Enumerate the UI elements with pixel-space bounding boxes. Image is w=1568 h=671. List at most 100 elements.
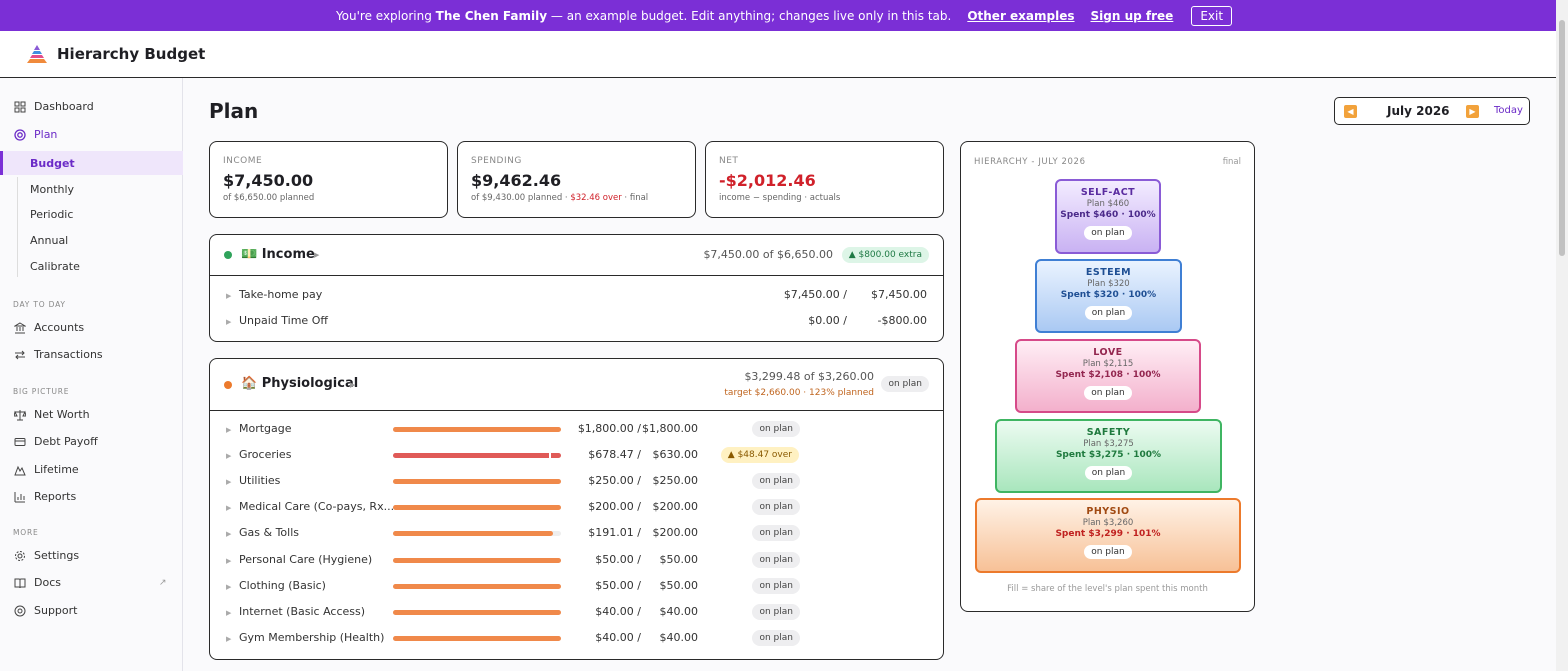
level-spent: Spent $3,275 · 100% bbox=[1055, 450, 1162, 460]
sidebar-item-transactions[interactable]: Transactions bbox=[13, 348, 103, 361]
progress-bar bbox=[393, 609, 561, 615]
row-expand-icon[interactable]: ▶ bbox=[226, 530, 232, 539]
other-examples-link[interactable]: Other examples bbox=[967, 8, 1075, 23]
spending-summary-sub: of $9,430.00 planned · $32.46 over · fin… bbox=[471, 193, 649, 203]
bar-chart-icon bbox=[13, 490, 26, 503]
row-status-badge: on plan bbox=[752, 473, 800, 490]
sidebar-item-plan[interactable]: Plan bbox=[13, 128, 57, 141]
hierarchy-level[interactable]: ESTEEM Plan $320 Spent $320 · 100% on plan bbox=[1035, 259, 1182, 333]
row-plan[interactable]: -$800.00 bbox=[877, 314, 927, 327]
net-summary-sub: income − spending · actuals bbox=[719, 193, 841, 203]
sidebar-item-support[interactable]: Support bbox=[13, 604, 77, 617]
expand-arrow-icon[interactable]: ▶ bbox=[350, 381, 356, 389]
row-plan[interactable]: $7,450.00 bbox=[871, 288, 927, 301]
hierarchy-level[interactable]: SAFETY Plan $3,275 Spent $3,275 · 100% on p… bbox=[995, 419, 1222, 493]
hierarchy-level[interactable]: SELF-ACT Plan $460 Spent $460 · 100% on pla… bbox=[1055, 179, 1161, 254]
exit-button[interactable]: Exit bbox=[1191, 5, 1233, 26]
row-expand-icon[interactable]: ▶ bbox=[226, 582, 232, 591]
level-plan: Plan $2,115 bbox=[1082, 359, 1134, 369]
income-group-header[interactable]: 💵 Income ▶ $7,450.00 of $6,650.00 ▲ $800… bbox=[210, 235, 943, 276]
external-link-icon[interactable]: ↗ bbox=[159, 578, 167, 588]
row-actual[interactable]: $50.00 / bbox=[595, 578, 641, 592]
sidebar-item-net-worth[interactable]: Net Worth bbox=[13, 408, 90, 421]
scrollbar-thumb[interactable] bbox=[1559, 20, 1565, 256]
row-plan[interactable]: $50.00 bbox=[659, 552, 699, 566]
row-actual[interactable]: $1,800.00 / bbox=[577, 422, 641, 435]
row-actual[interactable]: $40.00 / bbox=[595, 604, 641, 618]
row-actual[interactable]: $250.00 / bbox=[588, 474, 641, 488]
row-plan[interactable]: $200.00 bbox=[652, 500, 699, 514]
row-actual[interactable]: $7,450.00 / bbox=[783, 288, 847, 301]
sidebar-sub-annual[interactable]: Annual bbox=[30, 234, 69, 247]
pyramid-logo-icon bbox=[27, 45, 47, 63]
sidebar-item-reports[interactable]: Reports bbox=[13, 490, 76, 503]
row-expand-icon[interactable]: ▶ bbox=[226, 634, 232, 643]
sidebar-item-lifetime[interactable]: Lifetime bbox=[13, 463, 79, 476]
sidebar-item-accounts[interactable]: Accounts bbox=[13, 321, 84, 334]
row-name: Personal Care (Hygiene) bbox=[239, 552, 373, 566]
income-group-title: 💵 Income bbox=[241, 247, 315, 262]
sidebar-sub-calibrate[interactable]: Calibrate bbox=[30, 260, 80, 273]
row-expand-icon[interactable]: ▶ bbox=[226, 318, 232, 326]
sidebar-item-debt-payoff[interactable]: Debt Payoff bbox=[13, 435, 98, 448]
sidebar-sub-active-bar bbox=[0, 151, 3, 175]
row-actual[interactable]: $200.00 / bbox=[588, 500, 641, 514]
next-month-icon[interactable]: ▶ bbox=[1466, 105, 1479, 118]
hierarchy-level[interactable]: PHYSIO Plan $3,260 Spent $3,299 · 101% on p… bbox=[975, 498, 1241, 573]
level-name: ESTEEM bbox=[1085, 267, 1132, 278]
income-summary-label: INCOME bbox=[223, 156, 263, 166]
prev-month-icon[interactable]: ◀ bbox=[1344, 105, 1357, 118]
level-spent: Spent $460 · 100% bbox=[1060, 210, 1156, 220]
row-actual[interactable]: $191.01 / bbox=[588, 526, 641, 540]
row-plan[interactable]: $250.00 bbox=[652, 474, 699, 488]
net-summary-card: NET -$2,012.46 income − spending · actua… bbox=[705, 141, 944, 218]
sign-up-link[interactable]: Sign up free bbox=[1090, 8, 1174, 23]
today-button[interactable]: Today bbox=[1494, 105, 1523, 116]
row-plan[interactable]: $200.00 bbox=[652, 526, 699, 540]
progress-bar-fill bbox=[393, 505, 561, 511]
row-actual[interactable]: $40.00 / bbox=[595, 630, 641, 644]
sidebar-sub-budget[interactable]: Budget bbox=[30, 157, 75, 170]
level-status-badge: on plan bbox=[1084, 386, 1132, 400]
sidebar-sub-periodic[interactable]: Periodic bbox=[30, 208, 74, 221]
row-expand-icon[interactable]: ▶ bbox=[226, 478, 232, 487]
app-name[interactable]: Hierarchy Budget bbox=[57, 45, 206, 63]
bank-icon bbox=[13, 321, 26, 334]
progress-bar-fill bbox=[393, 531, 554, 537]
row-expand-icon[interactable]: ▶ bbox=[226, 608, 232, 617]
income-group-card: 💵 Income ▶ $7,450.00 of $6,650.00 ▲ $800… bbox=[209, 234, 944, 342]
lifebuoy-icon bbox=[13, 604, 26, 617]
row-expand-icon[interactable]: ▶ bbox=[226, 556, 232, 565]
sidebar-item-dashboard[interactable]: Dashboard bbox=[13, 100, 94, 113]
hierarchy-level[interactable]: LOVE Plan $2,115 Spent $2,108 · 100% on pla… bbox=[1015, 339, 1201, 413]
row-expand-icon[interactable]: ▶ bbox=[226, 426, 232, 434]
progress-bar bbox=[393, 505, 561, 511]
row-actual[interactable]: $50.00 / bbox=[595, 552, 641, 566]
row-plan[interactable]: $40.00 bbox=[659, 604, 699, 618]
row-name: Clothing (Basic) bbox=[239, 578, 326, 592]
row-plan[interactable]: $1,800.00 bbox=[642, 422, 698, 435]
expand-arrow-icon[interactable]: ▶ bbox=[314, 251, 320, 259]
page-scrollbar[interactable] bbox=[1556, 0, 1568, 671]
row-plan[interactable]: $50.00 bbox=[659, 578, 699, 592]
sidebar-item-docs[interactable]: Docs bbox=[13, 576, 61, 589]
sidebar-sub-monthly[interactable]: Monthly bbox=[30, 183, 75, 196]
physio-status-badge: on plan bbox=[881, 376, 929, 392]
row-name: Gas & Tolls bbox=[239, 526, 299, 540]
progress-bar bbox=[393, 452, 561, 460]
page-title: Plan bbox=[209, 99, 259, 123]
row-name: Mortgage bbox=[239, 422, 292, 435]
row-plan[interactable]: $630.00 bbox=[652, 448, 699, 462]
sidebar-item-settings[interactable]: Settings bbox=[13, 549, 79, 562]
row-expand-icon[interactable]: ▶ bbox=[226, 292, 232, 300]
row-expand-icon[interactable]: ▶ bbox=[226, 504, 232, 513]
row-expand-icon[interactable]: ▶ bbox=[226, 452, 232, 461]
income-extra-badge: ▲ $800.00 extra bbox=[841, 247, 929, 263]
row-actual[interactable]: $0.00 / bbox=[808, 314, 847, 327]
physio-group-header[interactable]: 🏠 Physiological ▶ $3,299.48 of $3,260.00… bbox=[210, 359, 943, 411]
row-actual[interactable]: $678.47 / bbox=[588, 448, 641, 462]
level-status-badge: on plan bbox=[1084, 545, 1132, 559]
progress-bar bbox=[393, 557, 561, 563]
progress-bar-fill bbox=[393, 479, 561, 485]
row-plan[interactable]: $40.00 bbox=[659, 630, 699, 644]
